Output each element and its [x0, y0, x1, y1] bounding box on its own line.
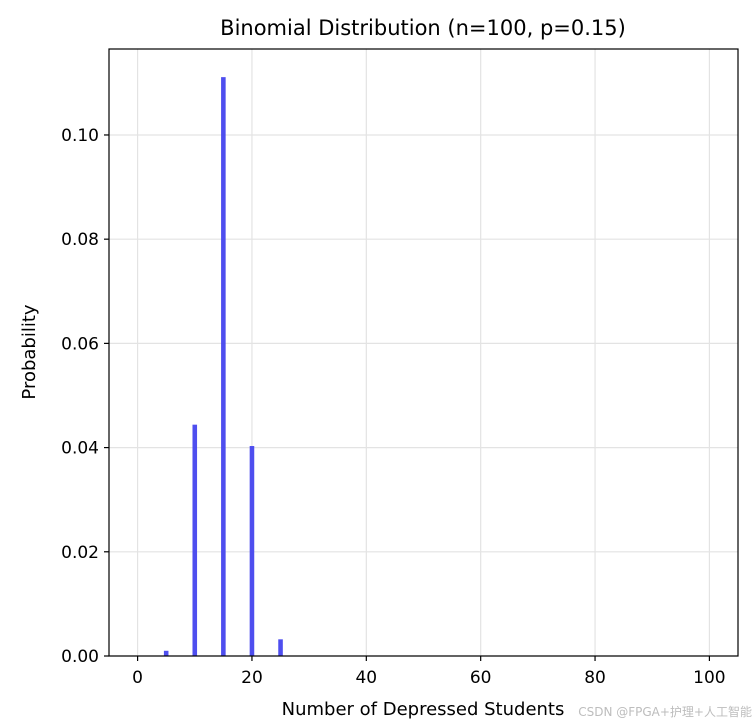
bar: [221, 77, 226, 656]
x-tick-label: 100: [693, 668, 725, 688]
grid: [109, 49, 738, 657]
x-tick-label: 60: [470, 668, 492, 688]
bars: [163, 77, 283, 656]
chart-title: Binomial Distribution (n=100, p=0.15): [220, 16, 626, 40]
bar: [249, 446, 255, 656]
x-tick-label: 80: [584, 668, 606, 688]
bar: [278, 639, 283, 656]
x-tick-label: 40: [355, 668, 377, 688]
y-tick-label: 0.02: [61, 543, 99, 563]
x-axis-label: Number of Depressed Students: [282, 699, 565, 720]
watermark: CSDN @FPGA+护理+人工智能: [578, 704, 752, 719]
plot-frame: [108, 48, 739, 657]
x-tick-label: 20: [241, 668, 263, 688]
y-ticks: 0.00 0.02 0.04 0.06 0.08 0.10: [61, 126, 109, 667]
bar: [192, 424, 198, 656]
x-tick-label: 0: [132, 668, 143, 688]
y-tick-label: 0.10: [61, 126, 99, 146]
y-tick-label: 0.08: [61, 230, 99, 250]
y-axis-label: Probability: [19, 304, 40, 399]
y-tick-label: 0.00: [61, 647, 99, 667]
bar: [163, 650, 169, 656]
x-ticks: 0 20 40 60 80 100: [132, 656, 726, 688]
y-tick-label: 0.06: [61, 334, 99, 354]
y-tick-label: 0.04: [61, 439, 99, 459]
